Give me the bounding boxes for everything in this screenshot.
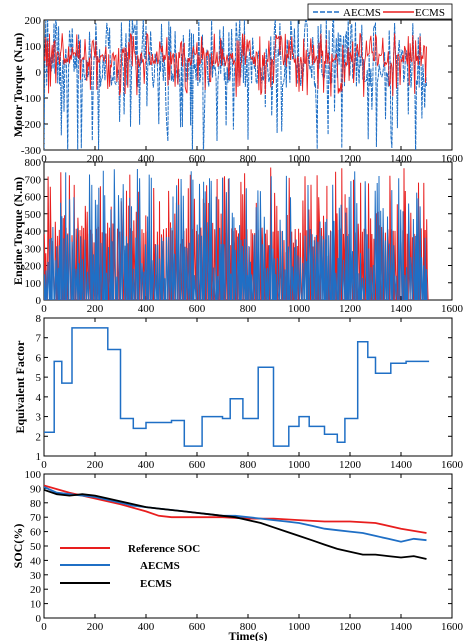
legend-label-ecms: ECMS [140, 578, 172, 590]
x-tick-label: 0 [41, 621, 47, 633]
y-tick-label: 5 [36, 372, 42, 384]
y-axis-label: Equivalent Factor [13, 340, 27, 434]
chart-panel-1: 0 200 400 600 800 1000 1200 1400 1600-300-200-10… [11, 3, 464, 165]
x-tick-label: 1200 [339, 459, 362, 471]
x-tick-label: 0 [41, 459, 47, 471]
y-tick-label: 4 [36, 392, 42, 404]
x-tick-label: 800 [240, 303, 257, 315]
x-tick-label: 200 [87, 303, 104, 315]
y-axis-label: Engine Torque (N.m) [11, 177, 25, 285]
legend-label-aecms: AECMS [140, 560, 180, 572]
series-factor-line [44, 327, 430, 447]
y-axis-label: Motor Torque (N.m) [11, 33, 25, 138]
y-tick-label: -100 [21, 93, 42, 105]
y-tick-label: -200 [21, 119, 42, 131]
x-tick-label: 800 [240, 459, 257, 471]
y-tick-label: 800 [25, 157, 42, 169]
x-tick-label: 200 [87, 621, 104, 633]
y-tick-label: 100 [25, 469, 42, 481]
x-tick-label: 600 [189, 621, 206, 633]
x-tick-label: 1600 [441, 303, 464, 315]
x-tick-label: 200 [87, 459, 104, 471]
x-tick-label: 1200 [339, 303, 362, 315]
x-tick-label: 1600 [441, 621, 464, 633]
y-tick-label: 200 [25, 261, 42, 273]
y-tick-label: 0 [36, 613, 42, 625]
chart-panel-2: 0 200 400 600 800 1000 1200 1400 1600 0 100 200 300 4… [11, 157, 464, 315]
series-red-line [44, 167, 429, 300]
x-tick-label: 1600 [441, 459, 464, 471]
series-aecms-line [44, 20, 427, 150]
y-axis-label: SOC(%) [11, 524, 25, 569]
y-tick-label: 500 [25, 209, 42, 221]
x-tick-label: 1400 [390, 459, 413, 471]
x-axis-label: Time(s) [228, 629, 267, 641]
x-tick-label: 400 [138, 459, 155, 471]
x-tick-label: 0 [41, 303, 47, 315]
x-tick-label: 1000 [288, 303, 311, 315]
plot-area [44, 484, 427, 560]
x-tick-label: 1000 [288, 621, 311, 633]
plot-area [44, 327, 430, 447]
y-tick-label: 70 [30, 512, 42, 524]
y-tick-label: 200 [25, 15, 42, 27]
chart-panel-3: 0 200 400 600 800 1000 1200 1400 1600 1 2 3 4 5 6 7 8 Equ… [13, 313, 464, 471]
series-ecms-line [44, 488, 427, 560]
legend-label-reference-soc: Reference SOC [128, 543, 200, 555]
series-reference-soc-line [44, 484, 427, 534]
y-tick-label: 10 [30, 599, 42, 611]
plot-area [44, 167, 429, 300]
y-tick-label: 6 [36, 352, 42, 364]
x-tick-label: 1000 [288, 459, 311, 471]
chart-panel-4: 0 200 400 600 800 1000 1200 1400 1600 0 10 20 30 40 50… [11, 469, 464, 641]
y-tick-label: 0 [36, 67, 42, 79]
series-aecms-line [44, 486, 427, 543]
x-tick-label: 600 [189, 303, 206, 315]
x-tick-label: 800 [240, 621, 257, 633]
x-tick-label: 1400 [390, 621, 413, 633]
y-tick-label: 700 [25, 174, 42, 186]
y-tick-label: 600 [25, 192, 42, 204]
y-tick-label: 60 [30, 527, 42, 539]
plot-frame [43, 317, 453, 457]
y-tick-label: 400 [25, 226, 42, 238]
x-tick-label: 600 [189, 459, 206, 471]
series-blue-line [44, 168, 428, 300]
y-tick-label: 20 [30, 584, 42, 596]
series-ecms-line [44, 32, 427, 97]
plot-area [44, 20, 427, 150]
legend-label-aecms: AECMS [343, 7, 381, 19]
y-tick-label: 40 [30, 555, 42, 567]
y-tick-label: 1 [36, 451, 42, 463]
legend: AECMS ECMS [307, 3, 453, 20]
legend: Reference SOC AECMS ECMS [60, 543, 200, 590]
plot-frame [43, 473, 453, 619]
legend-box [307, 3, 453, 20]
y-tick-label: 80 [30, 498, 42, 510]
y-tick-label: 30 [30, 570, 42, 582]
y-tick-label: 0 [36, 295, 42, 307]
x-tick-label: 1400 [390, 303, 413, 315]
x-tick-label: 0 [41, 153, 47, 165]
y-tick-label: 100 [25, 41, 42, 53]
y-tick-label: 7 [36, 333, 42, 345]
y-tick-label: 8 [36, 313, 42, 325]
y-tick-label: 50 [30, 541, 42, 553]
x-tick-label: 1200 [339, 621, 362, 633]
y-tick-label: 90 [30, 483, 42, 495]
y-tick-label: 2 [36, 431, 42, 443]
x-tick-label: 400 [138, 621, 155, 633]
legend-label-ecms: ECMS [415, 7, 445, 19]
y-tick-label: -300 [21, 145, 42, 157]
y-tick-label: 300 [25, 243, 42, 255]
y-tick-label: 3 [36, 412, 42, 424]
y-tick-label: 100 [25, 278, 42, 290]
x-tick-label: 400 [138, 303, 155, 315]
